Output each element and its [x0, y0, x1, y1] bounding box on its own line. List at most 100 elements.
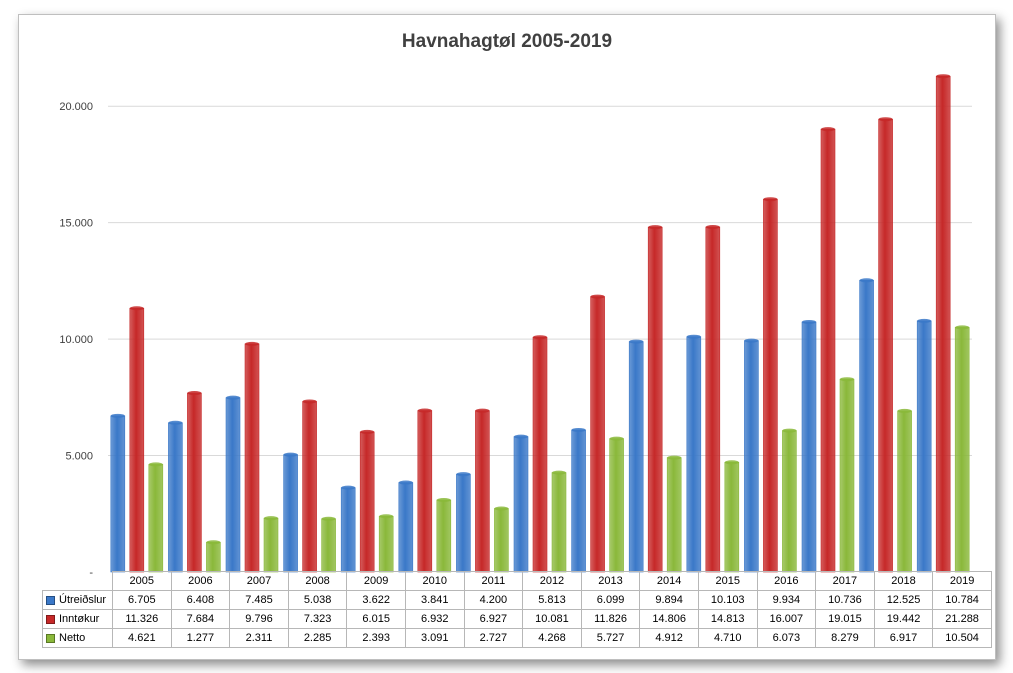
bar-cap	[840, 377, 854, 382]
bar--trei-slur-2008	[283, 454, 298, 573]
data-label: 4.200	[463, 590, 524, 610]
bar-netto-2015	[724, 462, 740, 573]
data-label: 4.710	[697, 628, 758, 648]
data-label: 9.934	[756, 590, 817, 610]
bar-innt-kur-2019	[935, 75, 951, 573]
bar-cap	[264, 516, 278, 521]
bar--trei-slur-2007	[225, 397, 241, 573]
bar-cap	[686, 334, 701, 339]
bar--trei-slur-2014	[628, 341, 644, 573]
x-tick-label: 2016	[756, 571, 817, 591]
y-tick-label: 10.000	[59, 334, 93, 346]
legend-key-icon	[46, 633, 55, 643]
bar-cap	[436, 498, 451, 503]
bar-cap	[648, 225, 663, 230]
x-tick-label: 2019	[932, 571, 992, 591]
x-tick-label: 2006	[170, 571, 231, 591]
data-label: 4.268	[522, 628, 582, 648]
bar-cap	[494, 506, 509, 511]
x-tick-label: 2005	[112, 571, 172, 591]
bar-cap	[398, 480, 413, 485]
x-tick-label: 2009	[346, 571, 406, 591]
bar-cap	[763, 197, 778, 202]
bar-netto-2016	[782, 430, 797, 573]
bar-cap	[514, 434, 528, 439]
bar-cap	[609, 436, 624, 441]
data-label: 11.326	[112, 609, 172, 629]
x-tick-label: 2012	[522, 571, 582, 591]
legend-key-icon	[46, 595, 55, 605]
bar-cap	[705, 225, 720, 230]
bar-netto-2017	[839, 378, 855, 573]
legend-label: Netto	[59, 632, 86, 644]
bar-cap	[245, 341, 259, 346]
data-label: 3.841	[404, 590, 465, 610]
bar-innt-kur-2013	[590, 296, 605, 573]
data-label: 4.912	[639, 628, 699, 648]
bar-netto-2019	[954, 327, 970, 573]
y-tick-label: -	[89, 567, 93, 575]
y-tick-label: 20.000	[59, 101, 93, 113]
bar-innt-kur-2012	[532, 336, 548, 573]
data-label: 3.622	[346, 590, 406, 610]
bar-cap	[821, 127, 835, 132]
bar-innt-kur-2018	[878, 118, 893, 573]
legend-entry: Inntøkur	[42, 609, 113, 629]
bar--trei-slur-2015	[686, 336, 702, 573]
data-label: 5.813	[522, 590, 582, 610]
bar-innt-kur-2010	[417, 410, 433, 573]
bar-netto-2010	[436, 499, 452, 573]
bar--trei-slur-2017	[801, 321, 817, 573]
bar-cap	[802, 319, 816, 324]
bar-netto-2009	[378, 515, 394, 573]
bar-innt-kur-2017	[820, 128, 836, 573]
data-label: 10.081	[522, 609, 582, 629]
x-tick-label: 2014	[639, 571, 699, 591]
bar-netto-2011	[494, 508, 509, 573]
bar--trei-slur-2018	[859, 280, 874, 573]
data-label: 2.311	[229, 628, 289, 648]
data-label: 6.705	[112, 590, 172, 610]
bar-cap	[571, 427, 586, 432]
bar-cap	[206, 540, 221, 545]
chart-frame: Havnahagtøl 2005-2019 - 5.000 10.000 15.000…	[18, 14, 996, 660]
bar-cap	[667, 455, 682, 460]
data-label: 3.091	[404, 628, 465, 648]
data-label: 10.103	[697, 590, 758, 610]
bar--trei-slur-2012	[513, 436, 529, 573]
data-label: 21.288	[932, 609, 992, 629]
data-label: 10.736	[815, 590, 875, 610]
data-label: 12.525	[873, 590, 934, 610]
bar-cap	[724, 460, 739, 465]
x-tick-label: 2015	[697, 571, 758, 591]
bar--trei-slur-2011	[456, 473, 471, 573]
bar-cap	[283, 452, 298, 457]
bar-cap	[552, 470, 566, 475]
bar-cap	[187, 391, 202, 396]
bar-cap	[955, 325, 970, 330]
bar-innt-kur-2016	[763, 198, 778, 573]
bar-cap	[859, 278, 874, 283]
data-label: 5.038	[287, 590, 348, 610]
bar--trei-slur-2005	[110, 415, 126, 573]
data-label: 6.099	[580, 590, 641, 610]
bar--trei-slur-2019	[916, 320, 932, 573]
bar-cap	[417, 408, 432, 413]
bar-cap	[360, 429, 375, 434]
bar-cap	[533, 335, 547, 340]
bar-netto-2007	[263, 517, 279, 573]
data-label: 2.727	[463, 628, 524, 648]
bar-cap	[917, 318, 932, 323]
y-tick-label: 5.000	[65, 451, 93, 463]
legend-entry: Útreiðslur	[42, 590, 113, 610]
data-label: 2.393	[346, 628, 406, 648]
bar-cap	[590, 294, 605, 299]
bar-cap	[475, 408, 490, 413]
data-label: 11.826	[580, 609, 641, 629]
data-label: 7.323	[287, 609, 348, 629]
legend-key-icon	[46, 614, 55, 624]
data-label: 19.442	[873, 609, 934, 629]
x-tick-label: 2008	[287, 571, 348, 591]
bar-innt-kur-2011	[475, 410, 490, 573]
bar-netto-2014	[666, 457, 682, 573]
